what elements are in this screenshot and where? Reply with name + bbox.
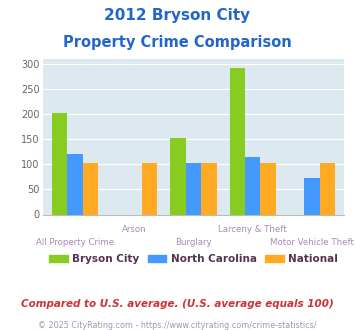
- Bar: [320, 163, 335, 214]
- Text: Motor Vehicle Theft: Motor Vehicle Theft: [270, 238, 354, 247]
- Text: © 2025 CityRating.com - https://www.cityrating.com/crime-statistics/: © 2025 CityRating.com - https://www.city…: [38, 321, 317, 330]
- Bar: [304, 179, 320, 214]
- Bar: [170, 138, 186, 214]
- Text: Compared to U.S. average. (U.S. average equals 100): Compared to U.S. average. (U.S. average …: [21, 299, 334, 309]
- Text: Larceny & Theft: Larceny & Theft: [218, 225, 287, 234]
- Bar: [201, 163, 217, 214]
- Bar: [245, 157, 260, 214]
- Bar: [67, 154, 83, 214]
- Text: Arson: Arson: [122, 225, 147, 234]
- Bar: [186, 163, 201, 214]
- Text: All Property Crime: All Property Crime: [36, 238, 114, 247]
- Bar: [142, 163, 157, 214]
- Text: Burglary: Burglary: [175, 238, 212, 247]
- Text: 2012 Bryson City: 2012 Bryson City: [104, 8, 251, 23]
- Bar: [230, 68, 245, 214]
- Text: Property Crime Comparison: Property Crime Comparison: [63, 35, 292, 50]
- Bar: [52, 114, 67, 214]
- Bar: [83, 163, 98, 214]
- Bar: [260, 163, 276, 214]
- Legend: Bryson City, North Carolina, National: Bryson City, North Carolina, National: [45, 250, 342, 268]
